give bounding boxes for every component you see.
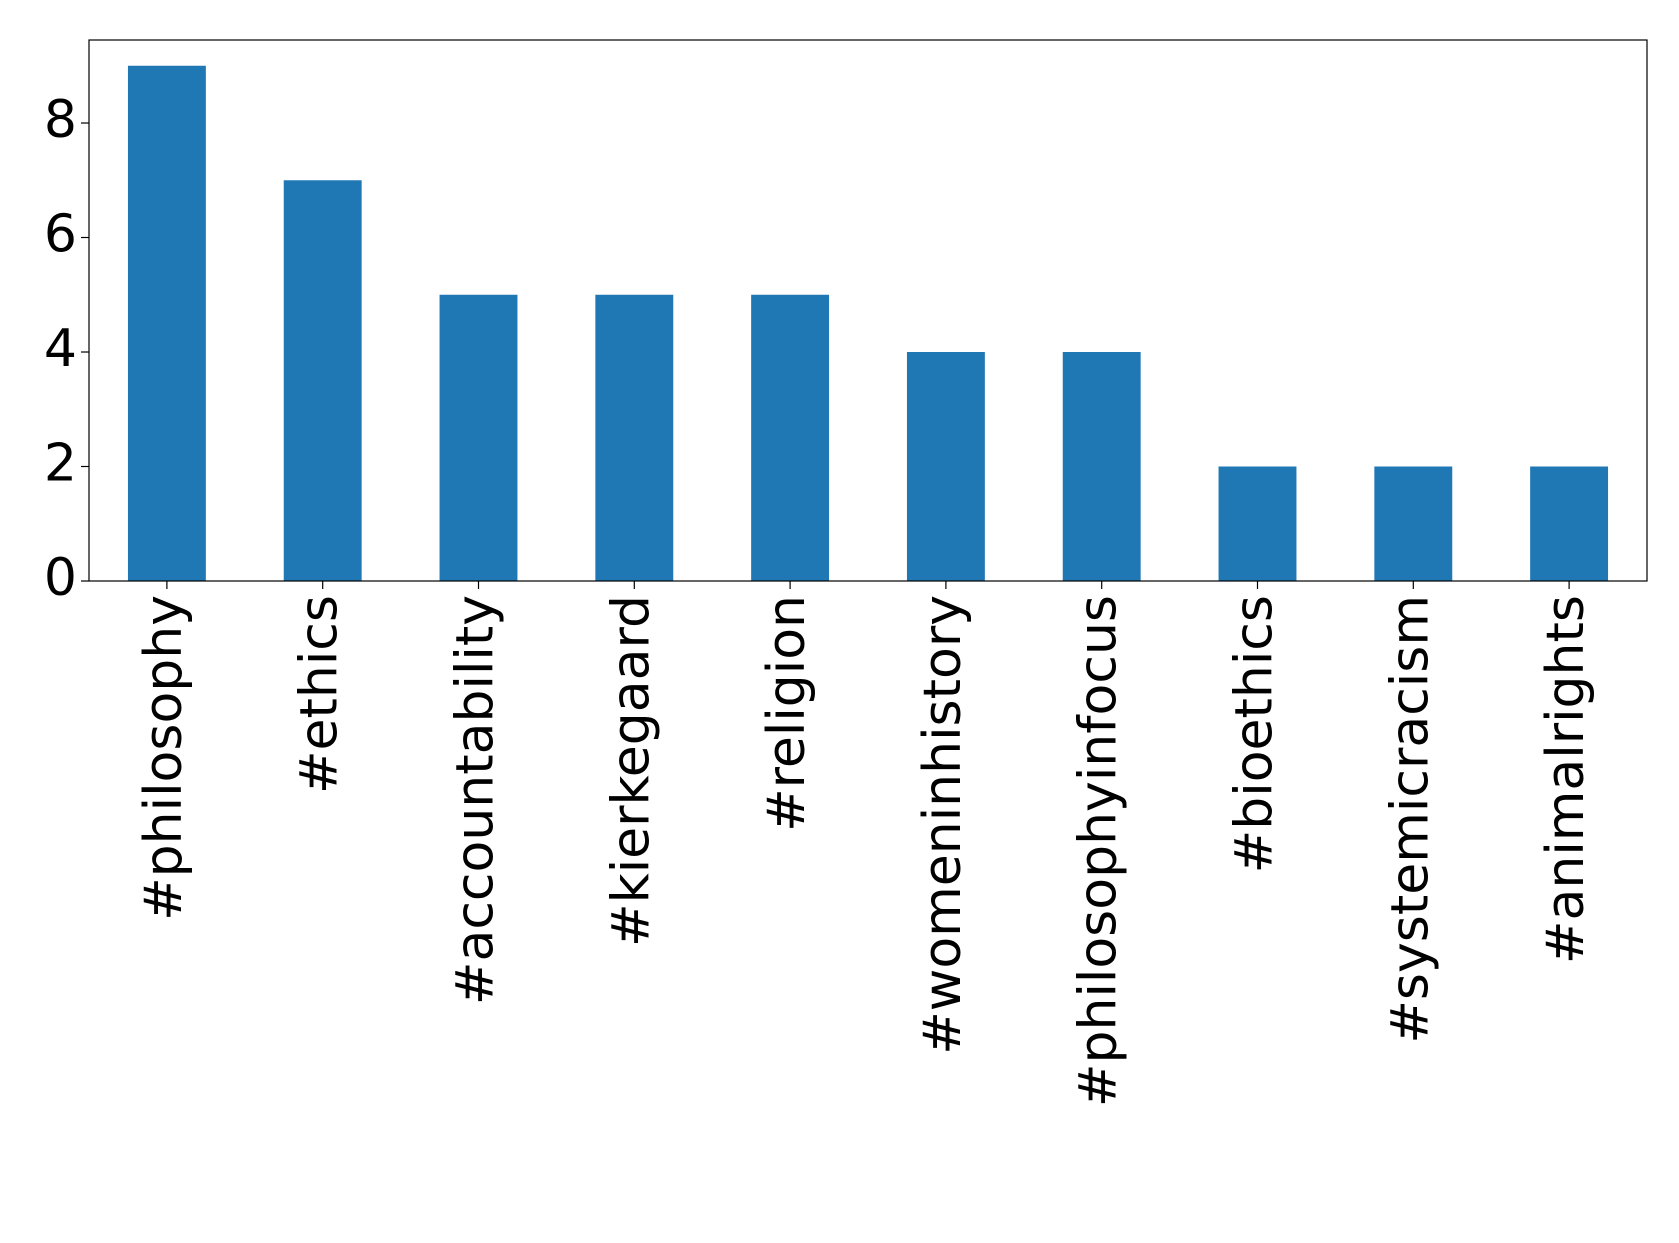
y-tick-label: 8 (44, 90, 77, 150)
bar (1218, 466, 1297, 581)
y-tick-label: 6 (44, 205, 77, 265)
bar (1062, 352, 1141, 581)
bar (439, 294, 518, 581)
x-tick-label: #animalrights (1536, 595, 1596, 964)
x-tick-label: #kierkegaard (601, 595, 661, 947)
x-tick-label: #ethics (290, 595, 350, 794)
x-tick-label: #bioethics (1225, 595, 1285, 873)
plot-frame (88, 39, 1648, 582)
y-tick-label: 0 (44, 548, 77, 608)
bar (1530, 466, 1609, 581)
bar (906, 352, 985, 581)
x-tick-label: #philosophy (134, 595, 194, 921)
y-tick-label: 2 (44, 434, 77, 494)
x-tick-label: #systemicracism (1380, 595, 1440, 1044)
x-tick-label: #religion (757, 595, 817, 832)
x-tick-label: #accountability (446, 595, 506, 1005)
x-tick-label: #womeninhistory (913, 595, 973, 1055)
bar (595, 294, 674, 581)
bar (283, 180, 362, 581)
y-tick-label: 4 (44, 319, 77, 379)
bar (1374, 466, 1453, 581)
x-tick-label: #philosophyinfocus (1069, 595, 1129, 1107)
bar (751, 294, 830, 581)
bar (127, 65, 206, 581)
